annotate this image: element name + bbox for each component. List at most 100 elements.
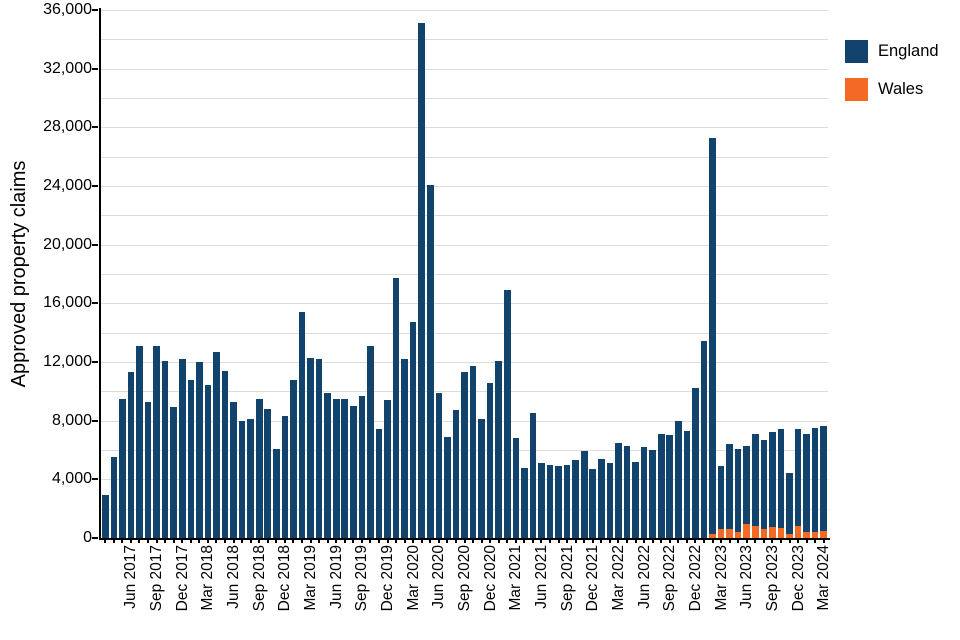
x-tick [198,538,201,543]
y-axis-label: 16,000 [43,294,92,312]
bar-segment-england [623,445,631,538]
bar-segment-england [358,395,366,538]
x-tick [720,538,723,543]
x-axis-label: Mar 2019 [302,545,320,611]
x-tick [668,538,671,543]
x-axis-label: Mar 2023 [712,545,730,611]
x-axis-label: Sep 2021 [558,545,576,612]
y-axis-label: 24,000 [43,177,92,194]
x-tick [685,538,688,543]
x-tick [377,538,380,543]
x-axis-label: Mar 2024 [815,545,833,611]
x-tick [369,538,372,543]
x-axis-label: Jun 2020 [430,545,448,609]
x-axis-label: Jun 2017 [122,545,140,609]
x-tick [292,538,295,543]
x-tick [463,538,466,543]
y-axis-label: 0 [83,529,92,546]
x-tick [626,538,628,543]
gridline [101,68,828,70]
bar-segment-england [247,419,254,538]
bar-segment-england [717,466,725,530]
plot-area [99,8,830,540]
x-tick [241,538,244,543]
bar-segment-england [632,461,639,538]
bar-segment-england [752,433,759,527]
x-tick [822,538,825,543]
bar-segment-england [503,290,511,538]
bar-segment-england [726,444,733,530]
bar-segment-england [238,420,246,538]
bar-segment-england [657,433,665,538]
bar-segment-england [709,137,716,534]
bar-segment-england [290,379,297,538]
x-tick [266,538,269,543]
england-swatch [845,40,868,63]
bar-segment-wales [726,529,733,538]
x-axis-label: Sep 2018 [250,545,268,612]
bar-segment-england [119,398,126,538]
bar-segment-england [401,359,408,538]
gridline [101,98,828,99]
x-tick [506,538,509,543]
x-tick [677,538,680,543]
x-tick [797,538,800,543]
x-tick [420,538,423,543]
bar-segment-england [332,398,340,538]
x-tick [335,538,338,543]
x-tick [779,538,782,543]
x-tick [129,538,132,543]
x-tick [480,538,483,543]
bar-segment-england [803,433,810,533]
x-tick [360,538,363,543]
x-tick [771,538,774,543]
bar-segment-england [700,341,708,538]
bar-segment-england [478,419,485,538]
bar-segment-england [144,401,152,538]
bar-segment-england [811,428,819,533]
x-tick [412,538,415,543]
x-axis-label: Mar 2018 [199,545,217,611]
x-tick [745,538,748,543]
x-tick [147,538,150,543]
bar-segment-england [786,473,793,534]
x-axis-label: Dec 2019 [379,545,397,612]
x-axis-label: Mar 2020 [404,545,422,611]
x-tick [557,538,560,543]
x-tick [232,538,235,543]
x-tick [437,538,440,543]
x-axis-label: Mar 2021 [507,545,525,611]
x-tick [249,538,252,543]
bar-segment-england [743,446,751,525]
bar-segment-england [521,467,528,538]
gridline [101,274,828,275]
y-axis-label: 20,000 [43,235,92,253]
bar-segment-wales [709,533,716,538]
x-tick [514,538,517,543]
y-axis-label: 28,000 [43,118,92,136]
x-tick [702,538,705,543]
x-tick [608,538,611,543]
y-axis-label: 4,000 [51,470,92,488]
x-tick [395,538,398,543]
bar-segment-england [350,406,357,538]
gridline [101,332,828,334]
x-tick [104,538,107,543]
x-tick [540,538,543,543]
x-tick [121,538,124,543]
bar-segment-england [512,438,520,538]
x-tick [694,538,697,543]
bar-segment-england [213,351,220,538]
x-tick [446,538,449,543]
x-tick [523,538,526,543]
y-tick [92,243,98,246]
bar-segment-wales [777,527,785,538]
bar-segment-england [298,312,306,538]
bar-segment-england [563,464,571,538]
y-tick [92,419,98,422]
x-axis-label: Dec 2021 [584,545,602,612]
bar-segment-england [127,372,135,538]
bar-segment-england [649,450,656,538]
x-axis-label: Dec 2023 [789,545,807,612]
x-tick [181,538,184,543]
